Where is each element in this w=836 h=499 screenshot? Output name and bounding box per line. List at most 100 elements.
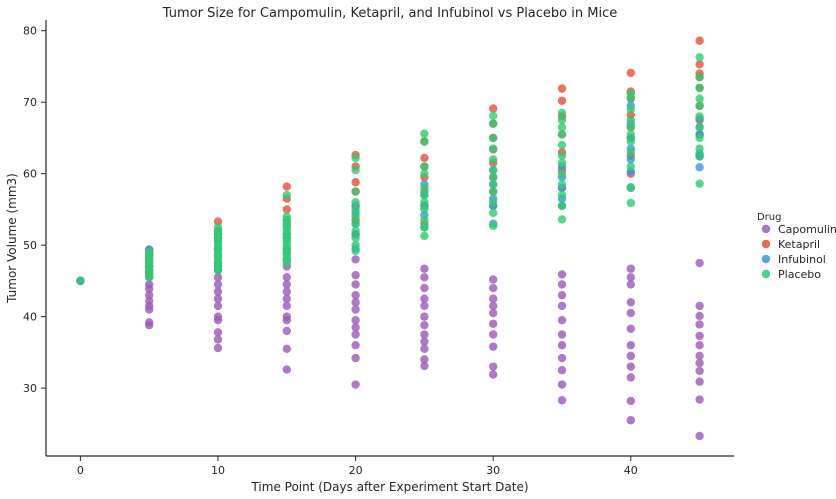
point-placebo [420,169,429,178]
point-capomulin [351,341,360,350]
x-axis-ticks: 0 10 20 30 40 [77,456,638,477]
point-capomulin [213,343,223,353]
point-capomulin [557,280,567,289]
point-placebo [489,187,498,196]
y-axis-label: Tumor Volume (mm3) [5,173,19,304]
point-capomulin [626,362,635,371]
point-placebo [420,205,429,214]
point-capomulin [213,328,223,337]
y-tick-label: 60 [23,168,37,181]
point-capomulin [282,273,291,282]
point-capomulin [351,353,360,363]
legend-label-placebo: Placebo [778,268,821,281]
point-capomulin [282,294,291,303]
point-placebo [489,111,498,120]
point-placebo [626,183,635,192]
y-tick-label: 80 [23,25,37,38]
point-ketapril [351,178,360,187]
point-capomulin [420,355,429,364]
x-tick-label: 20 [349,464,363,477]
point-placebo [351,165,360,175]
point-placebo [695,112,704,121]
y-tick-label: 50 [23,239,37,252]
chart-title: Tumor Size for Campomulin, Ketapril, and… [162,6,617,21]
point-capomulin [213,335,223,344]
point-capomulin [213,273,223,282]
legend-label-capomulin: Capomulin [778,223,836,236]
point-ketapril [626,68,635,78]
point-capomulin [695,358,704,368]
point-placebo [557,215,567,224]
point-placebo [557,108,567,118]
point-placebo [695,52,704,62]
point-placebo [489,221,498,231]
point-placebo [557,180,567,189]
point-capomulin [695,331,704,341]
point-placebo [557,169,567,178]
point-placebo [145,248,154,257]
y-tick-label: 30 [23,382,37,395]
point-capomulin [695,258,704,268]
point-capomulin [695,366,704,376]
point-capomulin [626,264,635,273]
legend-marker-capomulin [761,224,771,234]
point-placebo [351,205,360,214]
point-capomulin [489,294,498,303]
point-placebo [489,165,498,175]
point-placebo [282,212,291,221]
point-placebo [695,144,704,153]
point-placebo [351,219,360,228]
point-capomulin [351,298,360,307]
point-capomulin [213,312,223,321]
legend-title: Drug [757,212,782,223]
point-capomulin [695,341,704,350]
point-placebo [351,212,360,221]
point-capomulin [420,330,429,339]
point-capomulin [695,320,704,329]
point-capomulin [626,298,635,307]
point-capomulin [213,294,223,303]
point-capomulin [351,323,360,332]
point-capomulin [557,301,567,311]
point-capomulin [557,330,567,339]
point-capomulin [489,330,498,339]
point-ketapril [282,205,291,214]
point-placebo [557,151,567,161]
x-tick-label: 0 [77,464,84,477]
point-placebo [351,153,360,163]
point-capomulin [557,341,567,350]
point-capomulin [420,301,429,311]
point-placebo [351,198,360,207]
point-capomulin [420,312,429,321]
point-placebo [695,101,704,110]
point-capomulin [626,273,635,282]
point-infubinol [626,155,635,164]
point-capomulin [351,270,360,280]
point-capomulin [489,275,498,284]
point-placebo [557,158,567,168]
point-placebo [695,94,704,103]
point-capomulin [626,324,635,333]
point-placebo [626,115,635,125]
point-placebo [695,133,704,143]
point-capomulin [351,255,360,264]
point-placebo [420,215,429,225]
point-capomulin [626,351,635,361]
point-placebo [489,173,498,182]
point-capomulin [145,290,154,300]
point-capomulin [213,280,223,289]
point-placebo [420,190,429,200]
legend-label-ketapril: Ketapril [778,238,820,251]
point-placebo [695,151,704,161]
point-capomulin [557,380,567,389]
point-capomulin [626,416,635,425]
point-capomulin [626,373,635,382]
point-capomulin [420,337,429,346]
point-capomulin [282,365,291,374]
point-placebo [489,144,498,153]
point-ketapril [695,60,704,69]
point-capomulin [626,396,635,406]
legend: Drug Capomulin Ketapril Infubinol Placebo [757,212,836,281]
point-placebo [557,190,567,200]
